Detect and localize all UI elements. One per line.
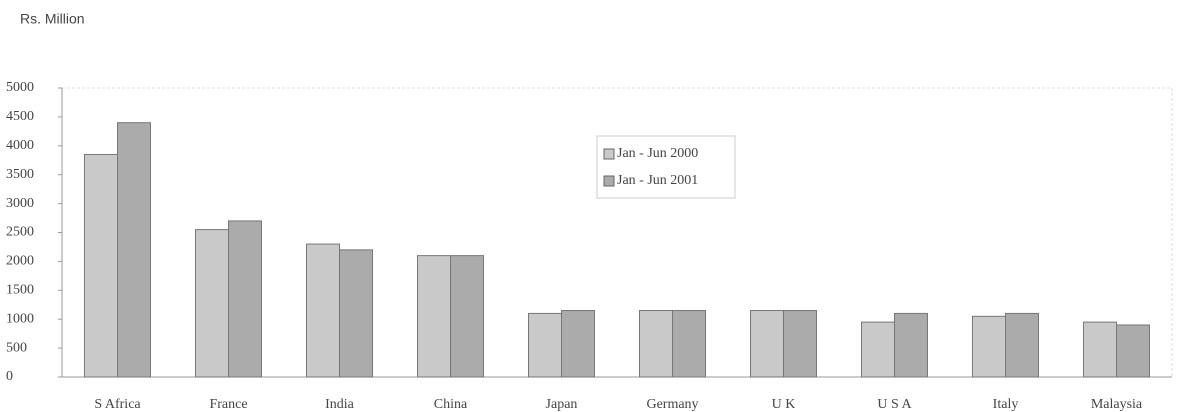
legend: [596, 135, 736, 199]
x-tick-label: China: [434, 397, 468, 412]
bar: [561, 310, 595, 378]
bar: [750, 310, 784, 378]
bar: [450, 255, 484, 378]
x-tick-label: Italy: [993, 397, 1019, 412]
bar: [1005, 312, 1039, 378]
x-tick-label: S Africa: [94, 397, 141, 412]
y-tick-label: 2000: [6, 254, 34, 269]
legend-label: Jan - Jun 2000: [617, 146, 698, 161]
bar: [417, 255, 451, 378]
y-tick-label: 4500: [6, 109, 34, 124]
bar: [228, 220, 262, 378]
legend-swatch: [603, 148, 615, 160]
bar: [639, 310, 673, 378]
y-tick-label: 3000: [6, 196, 34, 211]
x-tick-label: Malaysia: [1091, 397, 1143, 412]
bar: [1116, 324, 1150, 378]
x-tick-label: U S A: [877, 397, 912, 412]
bar: [195, 229, 229, 378]
x-tick-label: Germany: [646, 397, 698, 412]
bar: [306, 243, 340, 378]
plot-frame: [61, 87, 1173, 378]
legend-label: Jan - Jun 2001: [617, 173, 698, 188]
bar: [339, 249, 373, 378]
bar: [84, 153, 118, 378]
bar: [672, 310, 706, 378]
y-tick-label: 5000: [6, 80, 34, 95]
y-tick-label: 1000: [6, 311, 34, 326]
legend-swatch: [603, 175, 615, 187]
y-tick-label: 2500: [6, 225, 34, 240]
x-tick-label: U K: [772, 397, 796, 412]
x-tick-label: India: [325, 397, 355, 412]
y-tick-label: 1500: [6, 283, 34, 298]
y-tick-label: 0: [6, 369, 13, 384]
x-tick-label: France: [209, 397, 247, 412]
bar: [972, 315, 1006, 378]
y-axis-label: Rs. Million: [20, 11, 85, 27]
bar: [894, 312, 928, 378]
y-tick-label: 500: [6, 340, 27, 355]
x-tick-label: Japan: [546, 397, 578, 412]
bar: [861, 321, 895, 378]
bar: [1083, 321, 1117, 378]
y-tick-label: 4000: [6, 138, 34, 153]
bar: [528, 312, 562, 378]
bar: [783, 310, 817, 378]
y-tick-label: 3500: [6, 167, 34, 182]
bar: [117, 122, 151, 378]
